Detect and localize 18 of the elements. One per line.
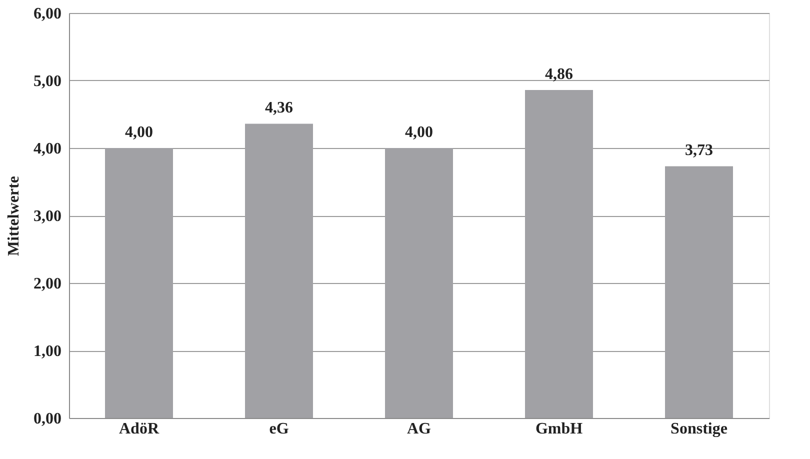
- x-tick-label: Sonstige: [670, 420, 728, 438]
- y-tick-label: 0,00: [34, 410, 62, 428]
- x-tick-label: eG: [269, 420, 290, 438]
- y-tick-label: 5,00: [34, 73, 62, 90]
- data-label: 4,36: [265, 100, 293, 117]
- y-tick-label: 1,00: [34, 343, 62, 360]
- data-label: 4,00: [125, 124, 153, 141]
- x-tick-label: AdöR: [118, 420, 160, 438]
- x-tick-label: AG: [407, 420, 432, 438]
- y-tick-label: 4,00: [34, 140, 62, 158]
- data-label: 4,00: [405, 124, 433, 141]
- data-label: 4,86: [545, 66, 573, 83]
- y-tick-label: 6,00: [34, 6, 62, 22]
- y-tick-label: 3,00: [34, 208, 62, 225]
- y-axis-title: Mittelwerte: [6, 176, 22, 256]
- data-label: 3,73: [685, 142, 713, 160]
- y-tick-label: 2,00: [34, 276, 62, 292]
- x-tick-label: GmbH: [535, 420, 584, 438]
